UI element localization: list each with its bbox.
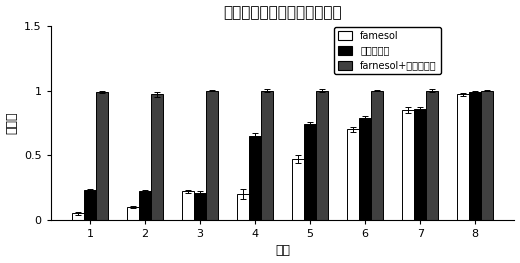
Bar [84,190,96,220]
Bar [414,109,426,220]
Bar [237,194,249,220]
Bar [194,193,206,220]
Bar [457,94,469,220]
Bar [469,92,482,220]
Bar [304,124,316,220]
Bar [151,94,163,220]
Bar [371,90,383,220]
Bar [316,90,328,220]
Bar [359,118,371,220]
Bar [249,136,261,220]
Bar [261,90,273,220]
Bar [292,159,304,220]
Bar [402,110,414,220]
Title: 法尼醇与苯醚甲环唑增效作用: 法尼醇与苯醚甲环唑增效作用 [223,6,342,21]
Bar [347,129,359,220]
Y-axis label: 抑制率: 抑制率 [6,112,19,134]
Bar [206,90,218,220]
Bar [482,90,493,220]
Bar [139,191,151,220]
Bar [182,191,194,220]
X-axis label: 组别: 组别 [275,244,290,257]
Bar [72,213,84,220]
Bar [96,92,108,220]
Bar [426,90,438,220]
Bar [127,207,139,220]
Legend: famesol, 苯醚甲环唑, farnesol+苯醚甲环唑: famesol, 苯醚甲环唑, farnesol+苯醚甲环唑 [334,27,440,74]
